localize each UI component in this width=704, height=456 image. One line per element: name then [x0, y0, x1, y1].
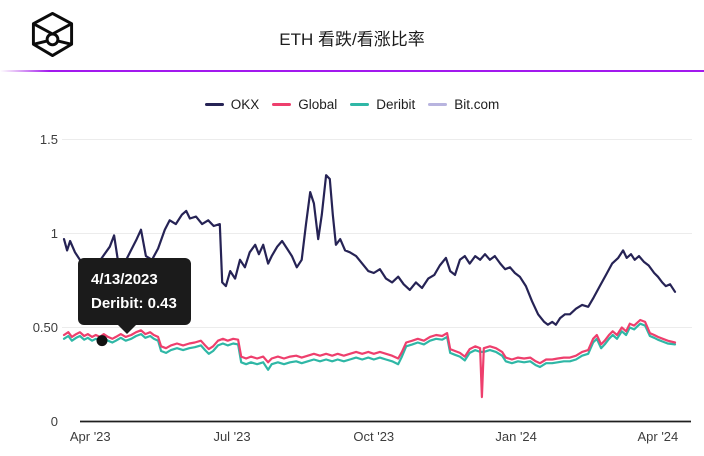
y-axis-tick-label: 0 [51, 414, 58, 429]
x-axis-tick-label: Apr '24 [637, 429, 678, 444]
legend-label-global: Global [298, 97, 338, 112]
header-divider [0, 70, 704, 72]
global-line-swatch [272, 103, 292, 106]
tooltip-value: Deribit: 0.43 [91, 295, 177, 312]
legend-item-deribit[interactable]: Deribit [350, 97, 415, 112]
chart-tooltip: 4/13/2023 Deribit: 0.43 [78, 258, 191, 334]
series-line-deribit [62, 322, 677, 371]
y-axis-tick-label: 1.5 [40, 132, 58, 147]
x-axis-tick-label: Oct '23 [353, 429, 394, 444]
chart-legend: OKX Global Deribit Bit.com [0, 97, 704, 112]
brand-logo[interactable] [29, 11, 76, 58]
tooltip-date: 4/13/2023 [91, 271, 158, 288]
x-axis-tick-label: Jan '24 [495, 429, 537, 444]
cube-logo-icon [31, 11, 74, 58]
legend-item-okx[interactable]: OKX [204, 97, 260, 112]
hover-marker-dot [96, 335, 108, 347]
legend-label-bitcom: Bit.com [454, 97, 500, 112]
page-title: ETH 看跌/看涨比率 [279, 30, 425, 49]
legend-label-okx: OKX [230, 97, 260, 112]
series-line-global [62, 318, 677, 399]
deribit-line-swatch [350, 103, 370, 106]
series-line-okx [62, 174, 677, 326]
x-axis-tick-label: Apr '23 [70, 429, 111, 444]
legend-item-bitcom[interactable]: Bit.com [428, 97, 499, 112]
bitcom-line-swatch [428, 103, 448, 106]
legend-item-global[interactable]: Global [272, 97, 337, 112]
x-axis-tick-label: Jul '23 [213, 429, 250, 444]
legend-label-deribit: Deribit [376, 97, 416, 112]
y-axis-tick-label: 1 [51, 226, 58, 241]
y-axis-tick-label: 0.50 [33, 320, 58, 335]
okx-line-swatch [204, 103, 224, 106]
